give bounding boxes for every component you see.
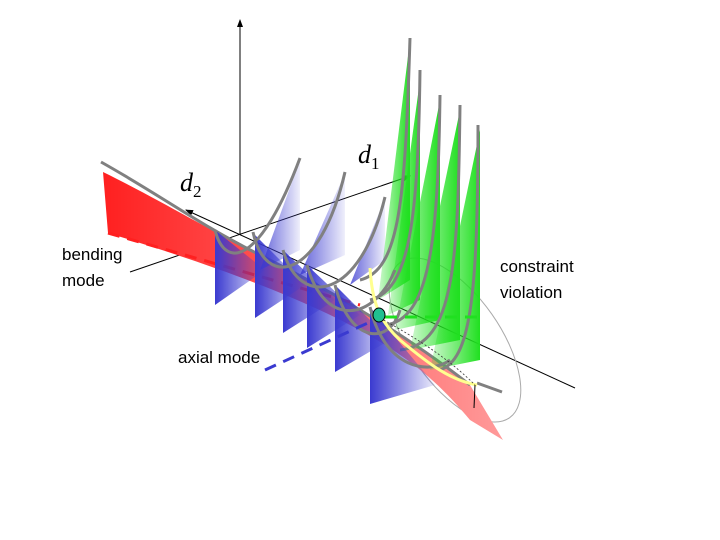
axial-mode-label: axial mode <box>178 348 261 367</box>
constraint-curves <box>359 37 480 372</box>
bending-end-edge <box>473 384 476 409</box>
bending-mode-label: bending mode <box>62 245 123 290</box>
bending-mode-surface <box>103 172 503 440</box>
d1-axis-label: d1 <box>358 140 380 174</box>
d2-axis-label: d2 <box>180 168 202 202</box>
bending-end-curve <box>476 381 503 394</box>
solution-point <box>372 307 386 323</box>
axial-curves <box>213 157 451 369</box>
constraint-path <box>368 267 478 387</box>
d2-axis <box>185 209 576 389</box>
dotted-path <box>379 317 476 386</box>
constraint-violation-fins <box>378 40 480 370</box>
constraint-violation-label: constraint violation <box>500 257 574 302</box>
